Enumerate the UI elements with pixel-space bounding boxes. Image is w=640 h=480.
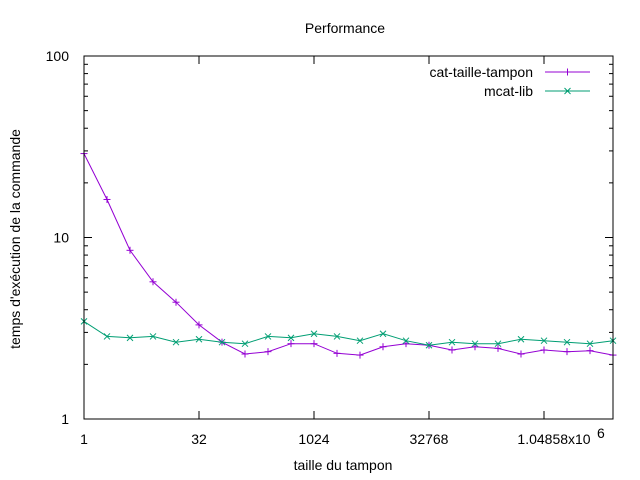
data-point bbox=[218, 338, 226, 346]
data-point bbox=[540, 346, 548, 354]
legend-label-0: cat-taille-tampon bbox=[430, 64, 534, 80]
data-point bbox=[494, 340, 502, 348]
series-line-1 bbox=[83, 320, 614, 346]
legend-marker-1 bbox=[564, 87, 571, 95]
data-point bbox=[586, 347, 594, 355]
legend: cat-taille-tampon mcat-lib bbox=[430, 64, 590, 99]
data-point bbox=[195, 321, 203, 329]
x-tick-label: 32768 bbox=[410, 431, 449, 447]
data-point bbox=[471, 340, 479, 348]
y-axis-label: temps d'exécution de la commande bbox=[7, 129, 23, 349]
data-point bbox=[333, 349, 341, 357]
y-tick-label: 1 bbox=[61, 411, 69, 427]
data-point bbox=[517, 335, 525, 343]
tick-layer: 1 32 1024 32768 1.04858x10 6 1 10 100 bbox=[46, 48, 613, 447]
legend-marker-0 bbox=[564, 68, 571, 76]
data-point bbox=[287, 334, 295, 342]
x-tick-label: 1 bbox=[80, 431, 88, 447]
data-point bbox=[310, 330, 318, 338]
data-point bbox=[586, 340, 594, 348]
data-point bbox=[310, 340, 318, 348]
data-point bbox=[103, 195, 111, 203]
series-layer bbox=[80, 150, 617, 359]
data-point bbox=[379, 330, 387, 338]
x-axis-label: taille du tampon bbox=[294, 457, 393, 473]
data-point bbox=[402, 337, 410, 345]
data-point bbox=[517, 350, 525, 358]
data-point bbox=[126, 246, 134, 254]
data-point bbox=[264, 333, 272, 340]
data-point bbox=[333, 333, 341, 340]
data-point bbox=[149, 333, 157, 340]
data-point bbox=[425, 341, 433, 349]
x-tick-exponent: 6 bbox=[597, 425, 605, 441]
data-point bbox=[172, 338, 180, 346]
legend-label-1: mcat-lib bbox=[484, 83, 533, 99]
data-point bbox=[103, 333, 111, 340]
data-point bbox=[241, 350, 249, 358]
data-point bbox=[448, 338, 456, 346]
data-point bbox=[540, 337, 548, 345]
x-tick-label: 1024 bbox=[298, 431, 329, 447]
x-tick-label: 32 bbox=[191, 431, 207, 447]
y-tick-label: 100 bbox=[46, 48, 70, 64]
data-point bbox=[471, 343, 479, 351]
data-point bbox=[126, 334, 134, 342]
data-point bbox=[494, 344, 502, 352]
data-point bbox=[448, 346, 456, 354]
data-point bbox=[195, 335, 203, 343]
data-point bbox=[264, 348, 272, 356]
data-point bbox=[149, 278, 157, 286]
data-point bbox=[563, 348, 571, 356]
data-point bbox=[287, 340, 295, 348]
data-point bbox=[356, 337, 364, 345]
x-tick-label: 1.04858x10 bbox=[517, 431, 590, 447]
data-point bbox=[172, 298, 180, 306]
data-point bbox=[379, 343, 387, 351]
data-point bbox=[241, 340, 249, 348]
data-point bbox=[356, 351, 364, 359]
plot-frame bbox=[83, 55, 614, 420]
chart-title: Performance bbox=[305, 20, 385, 36]
y-tick-label: 10 bbox=[53, 230, 69, 246]
data-point bbox=[563, 338, 571, 346]
series-line-0 bbox=[83, 153, 614, 356]
